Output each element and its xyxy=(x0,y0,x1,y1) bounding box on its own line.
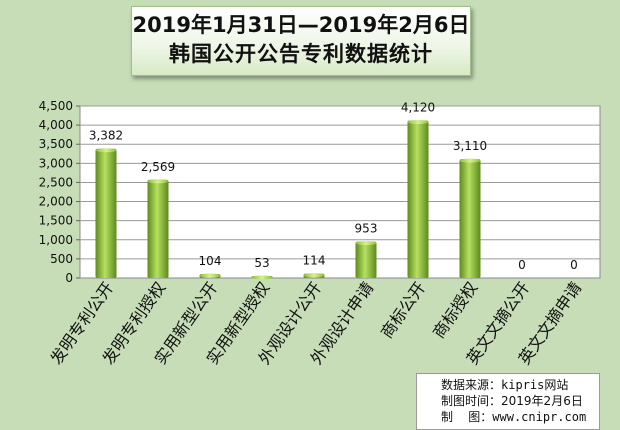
x-tick-label: 商标授权 xyxy=(429,278,481,341)
bar xyxy=(147,179,169,278)
chart-title-box: 2019年1月31日—2019年2月6日 韩国公开公告专利数据统计 xyxy=(131,6,471,76)
x-tick-label: 商标公开 xyxy=(377,278,429,341)
bar-value-label: 953 xyxy=(355,222,378,236)
y-tick-label: 2,500 xyxy=(39,175,73,189)
bar-cap xyxy=(355,241,377,246)
chart-maker-value: www.cnipr.com xyxy=(492,410,587,424)
y-tick-label: 4,500 xyxy=(39,99,73,113)
data-source-label: 数据来源： xyxy=(441,378,502,392)
bar-value-label: 114 xyxy=(303,254,326,268)
bar xyxy=(95,148,117,278)
chart-title-line2: 韩国公开公告专利数据统计 xyxy=(169,42,433,66)
bar-cap xyxy=(459,158,481,163)
bar-cap xyxy=(147,179,169,184)
bar-value-label: 3,382 xyxy=(89,129,123,143)
chart-date-label: 制图时间： xyxy=(441,394,502,408)
data-source-box: 数据来源：kipris网站 制图时间：2019年2月6日 制 图：www.cni… xyxy=(416,373,600,430)
bar-cap xyxy=(199,273,221,278)
bar-cap xyxy=(251,275,273,280)
bar-value-label: 0 xyxy=(518,258,526,272)
chart-date-value: 2019年2月6日 xyxy=(501,394,583,408)
chart-maker-label: 制 图： xyxy=(441,410,493,424)
bar-value-label: 53 xyxy=(254,256,269,270)
bar-cap xyxy=(303,273,325,278)
chart-maker-line: 制 图：www.cnipr.com xyxy=(441,409,599,425)
bar xyxy=(459,159,481,278)
bar-cap xyxy=(95,148,117,153)
y-tick-label: 2,000 xyxy=(39,195,73,209)
bar xyxy=(407,120,429,278)
bar xyxy=(355,241,377,278)
chart-date-line: 制图时间：2019年2月6日 xyxy=(441,393,599,409)
chart-title-line1: 2019年1月31日—2019年2月6日 xyxy=(132,13,470,37)
bar-value-label: 104 xyxy=(199,254,222,268)
bar-value-label: 2,569 xyxy=(141,160,175,174)
y-tick-label: 3,000 xyxy=(39,156,73,170)
y-tick-label: 0 xyxy=(65,271,73,285)
bar-value-label: 0 xyxy=(570,258,578,272)
data-source-line: 数据来源：kipris网站 xyxy=(441,377,599,393)
y-tick-label: 3,500 xyxy=(39,137,73,151)
bar-cap xyxy=(407,120,429,125)
data-source-value: kipris网站 xyxy=(501,378,569,392)
bar-value-label: 4,120 xyxy=(401,101,435,115)
y-tick-label: 4,000 xyxy=(39,118,73,132)
bar-value-label: 3,110 xyxy=(453,139,487,153)
y-tick-label: 500 xyxy=(50,252,73,266)
y-tick-label: 1,500 xyxy=(39,214,73,228)
y-tick-label: 1,000 xyxy=(39,233,73,247)
